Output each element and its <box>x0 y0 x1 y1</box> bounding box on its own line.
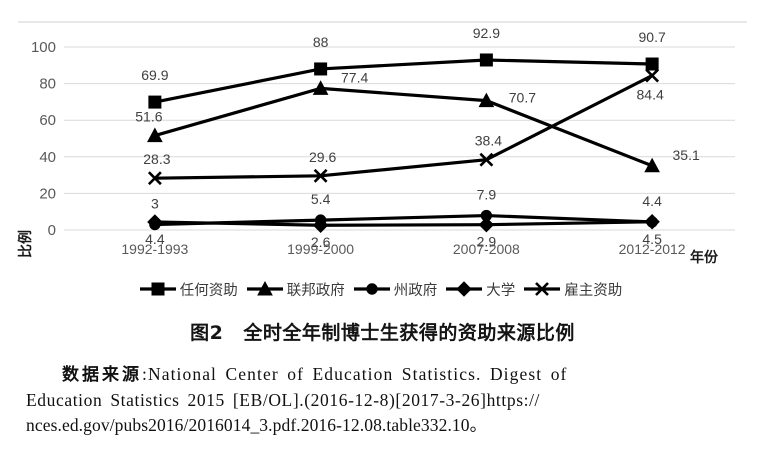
x-category-label: 2007-2008 <box>453 241 520 257</box>
legend-marker-square-icon <box>139 282 176 296</box>
x-axis-category-labels: 1992-1993 1999-2000 2007-2008 2012-2012 <box>121 241 685 257</box>
series-marker-cross <box>479 152 494 167</box>
y-axis-title: 比例 <box>17 230 34 258</box>
legend-label-1: 联邦政府 <box>286 282 345 299</box>
data-value-label: 4.5 <box>642 231 662 247</box>
legend-marker-circle-icon <box>353 283 390 295</box>
legend-label-3: 大学 <box>486 282 516 299</box>
figure-caption-text: 全时全年制博士生获得的资助来源比例 <box>243 322 575 344</box>
legend-label-4: 雇主资助 <box>564 282 623 299</box>
series-marker-cross <box>313 168 328 183</box>
legend-marker-triangle-icon <box>246 280 283 296</box>
series-marker-triangle <box>478 92 495 108</box>
source-line-3: nces.ed.gov/pubs2016/2016014_3.pdf.2016-… <box>26 413 742 438</box>
y-tick-label: 100 <box>31 39 56 56</box>
data-value-label: 28.3 <box>143 151 170 167</box>
data-value-label: 90.7 <box>639 29 666 45</box>
data-value-label: 84.4 <box>637 87 664 103</box>
data-value-label: 2.9 <box>477 234 497 250</box>
data-value-label: 3 <box>151 196 159 212</box>
legend-item-0[interactable]: 任何资助 <box>139 279 242 300</box>
data-value-label: 77.4 <box>341 69 368 85</box>
series-marker-square <box>314 62 328 76</box>
x-axis-title: 年份 <box>690 249 719 266</box>
source-note: 数据来源:National Center of Education Statis… <box>26 362 742 438</box>
legend-item-1[interactable]: 联邦政府 <box>246 279 349 300</box>
chart-legend: 任何资助 联邦政府 州政府 大学 雇主资助 <box>0 276 765 302</box>
data-value-label: 35.1 <box>673 147 700 163</box>
figure-number: 图2 <box>190 322 224 344</box>
series-marker-diamond <box>478 216 495 233</box>
legend-item-4[interactable]: 雇主资助 <box>523 279 626 300</box>
legend-marker-glyph <box>151 282 165 296</box>
series-marker-triangle <box>312 80 329 95</box>
legend-marker-cross-icon <box>524 282 561 296</box>
source-text-2: Education Statistics 2015 [EB/OL].(2016-… <box>26 390 540 410</box>
series-marker-triangle <box>644 157 660 173</box>
data-value-label: 92.9 <box>473 25 500 41</box>
y-tick-label: 0 <box>48 222 56 239</box>
data-value-label: 88 <box>313 34 329 50</box>
chart-canvas: 69.9 88 92.9 90.7 51.6 77.4 70.7 35.1 3 5.4 7.9 4.4… <box>0 0 765 310</box>
series-line-triangle <box>154 86 653 168</box>
series-lines <box>154 58 653 227</box>
data-value-label: 29.6 <box>309 149 336 165</box>
y-tick-label: 20 <box>39 185 56 202</box>
legend-label-0: 任何资助 <box>179 282 238 299</box>
series-marker-square <box>148 95 162 109</box>
source-line-1: 数据来源:National Center of Education Statis… <box>26 362 742 388</box>
series-marker-cross <box>645 68 660 83</box>
data-value-label: 38.4 <box>475 133 502 149</box>
x-category-label: 1992-1993 <box>121 241 188 257</box>
y-axis-tick-labels: 0 20 40 60 80 100 <box>31 39 56 239</box>
legend-item-3[interactable]: 大学 <box>445 279 519 300</box>
y-tick-label: 80 <box>39 76 56 93</box>
series-line-cross <box>154 74 653 180</box>
data-value-label: 5.4 <box>311 191 331 207</box>
data-value-label: 4.4 <box>642 193 662 209</box>
data-value-label: 7.9 <box>477 187 497 203</box>
series-marker-square <box>645 57 659 71</box>
y-tick-label: 60 <box>39 112 56 129</box>
source-text-3: nces.ed.gov/pubs2016/2016014_3.pdf.2016-… <box>26 415 488 435</box>
series-line-square <box>154 58 653 104</box>
series-markers <box>147 53 660 233</box>
legend-item-2[interactable]: 州政府 <box>353 279 442 300</box>
data-value-label: 51.6 <box>135 109 162 125</box>
chart-background <box>0 0 765 310</box>
line-chart: 69.9 88 92.9 90.7 51.6 77.4 70.7 35.1 3 5.4 7.9 4.4… <box>0 0 765 310</box>
y-tick-label: 40 <box>39 149 56 166</box>
series-marker-diamond <box>644 214 660 230</box>
legend-marker-glyph <box>366 283 378 295</box>
series-marker-square <box>479 53 493 67</box>
source-line-2: Education Statistics 2015 [EB/OL].(2016-… <box>26 388 742 413</box>
figure-caption: 图2 全时全年制博士生获得的资助来源比例 <box>0 318 765 345</box>
gridlines <box>64 46 735 231</box>
series-marker-diamond <box>147 214 163 230</box>
source-label: 数据来源 <box>62 365 142 385</box>
legend-marker-glyph <box>535 282 550 296</box>
series-marker-diamond <box>312 217 329 233</box>
data-value-label: 2.6 <box>311 234 331 250</box>
data-value-label: 4.4 <box>145 231 165 247</box>
legend-marker-glyph <box>256 280 273 296</box>
series-line-diamond <box>154 220 653 227</box>
data-value-label: 70.7 <box>509 90 536 106</box>
series-marker-cross <box>147 171 162 186</box>
series-marker-triangle <box>147 127 163 143</box>
legend-marker-diamond-icon <box>446 281 483 297</box>
legend-label-2: 州政府 <box>393 282 438 299</box>
data-value-label: 69.9 <box>141 67 168 83</box>
x-category-label: 1999-2000 <box>287 241 354 257</box>
x-category-label: 2012-2012 <box>619 241 686 257</box>
legend-marker-glyph <box>456 281 472 297</box>
value-labels: 69.9 88 92.9 90.7 51.6 77.4 70.7 35.1 3 5.4 7.9 4.4… <box>135 25 700 250</box>
source-text-1: :National Center of Education Statistics… <box>142 364 568 384</box>
